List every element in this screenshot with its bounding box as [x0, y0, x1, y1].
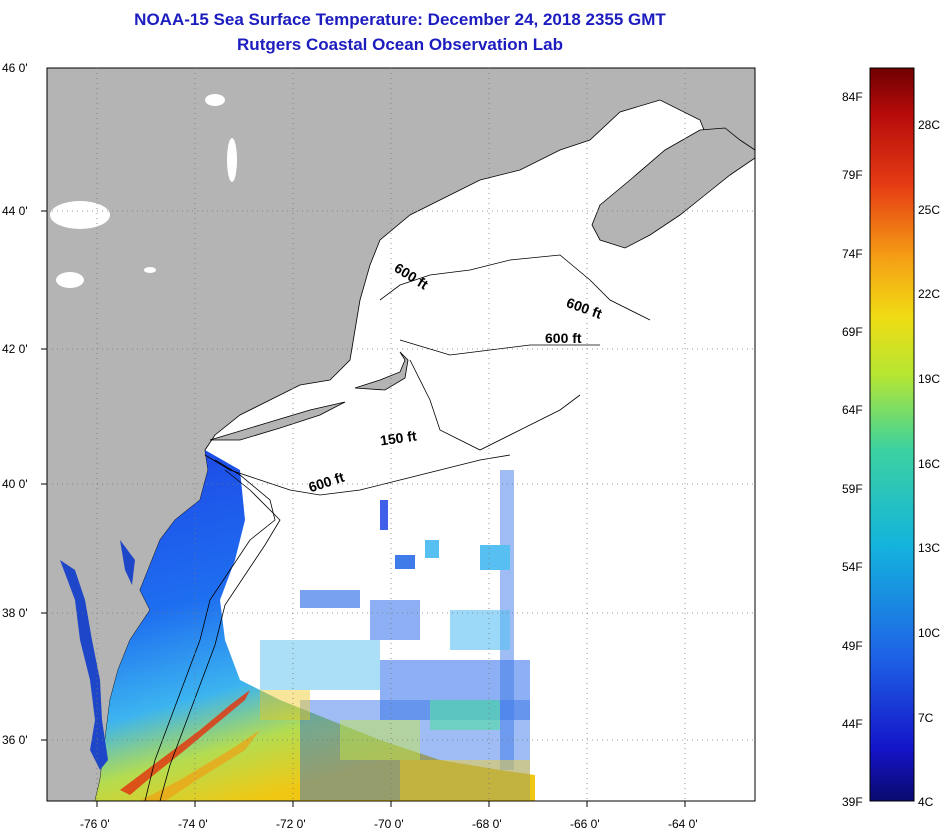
colorbar-label-c: 16C	[918, 457, 941, 471]
lon-label-76: -76 0'	[80, 817, 110, 831]
land-long-island	[209, 401, 346, 441]
lon-label-70: -70 0'	[374, 817, 404, 831]
sst-coastal-band	[95, 450, 535, 801]
lat-label-44: 44 0'	[2, 204, 28, 218]
colorbar-label-f: 84F	[842, 90, 863, 104]
lat-label-36: 36 0'	[2, 733, 28, 747]
graticule	[47, 68, 755, 801]
lat-label-42: 42 0'	[2, 342, 28, 356]
axis-ticks	[41, 210, 686, 807]
colorbar-label-c: 7C	[918, 711, 934, 725]
chesapeake-bay	[60, 560, 108, 770]
lon-label-74: -74 0'	[178, 817, 208, 831]
colorbar-label-f: 49F	[842, 639, 863, 653]
colorbar-label-c: 4C	[918, 795, 934, 809]
colorbar-label-c: 19C	[918, 372, 941, 386]
lon-label-66: -66 0'	[570, 817, 600, 831]
offshore-sst-patches	[260, 470, 530, 800]
colorbar-label-f: 79F	[842, 168, 863, 182]
contour-label: 600 ft	[545, 330, 582, 346]
lon-label-68: -68 0'	[472, 817, 502, 831]
map-subtitle: Rutgers Coastal Ocean Observation Lab	[237, 35, 563, 54]
lon-label-72: -72 0'	[276, 817, 306, 831]
map-title: NOAA-15 Sea Surface Temperature: Decembe…	[134, 10, 666, 29]
colorbar-label-c: 10C	[918, 626, 941, 640]
colorbar	[869, 67, 915, 802]
land-cape-cod	[354, 351, 409, 391]
colorbar-label-c: 13C	[918, 541, 941, 555]
plot-frame	[46, 67, 756, 802]
colorbar-label-f: 54F	[842, 560, 863, 574]
colorbar-label-f: 39F	[842, 795, 863, 809]
land-nova-scotia	[591, 127, 755, 249]
colorbar-label-f: 59F	[842, 482, 863, 496]
lat-label-46: 46 0'	[2, 61, 28, 75]
colorbar-label-f: 64F	[842, 403, 863, 417]
colorbar-label-f: 74F	[842, 247, 863, 261]
lat-label-38: 38 0'	[2, 606, 28, 620]
colorbar-label-c: 25C	[918, 203, 941, 217]
colorbar-label-c: 28C	[918, 118, 941, 132]
lat-label-40: 40 0'	[2, 477, 28, 491]
delaware-bay	[120, 540, 135, 585]
colorbar-label-f: 44F	[842, 717, 863, 731]
colorbar-label-c: 22C	[918, 287, 941, 301]
lon-label-64: -64 0'	[668, 817, 698, 831]
colorbar-label-f: 69F	[842, 325, 863, 339]
bathymetry-contours	[144, 254, 651, 801]
